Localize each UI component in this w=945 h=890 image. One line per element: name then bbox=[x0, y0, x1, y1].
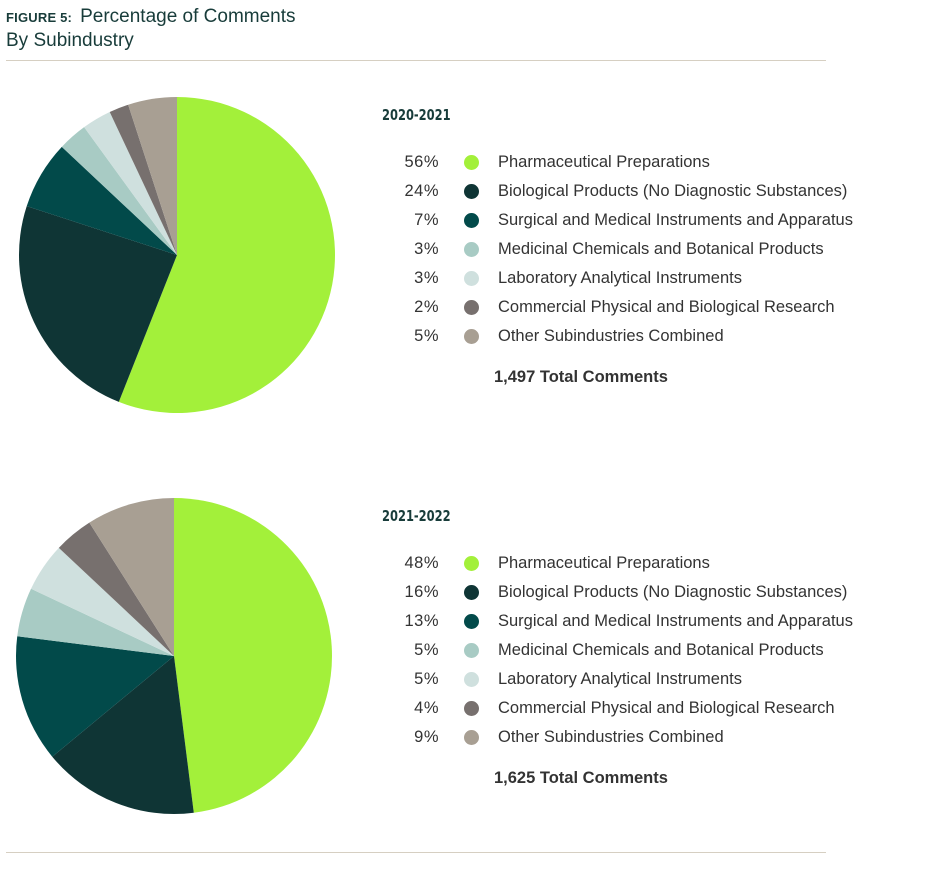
percent-label: 16% bbox=[404, 583, 439, 601]
legend-swatch-icon bbox=[464, 271, 479, 286]
category-label: Medicinal Chemicals and Botanical Produc… bbox=[498, 240, 824, 258]
figure-label: FIGURE 5: bbox=[6, 10, 73, 25]
category-label: Medicinal Chemicals and Botanical Produc… bbox=[498, 641, 824, 659]
legend-item: 5% Medicinal Chemicals and Botanical Prod… bbox=[382, 636, 902, 665]
pie-slice-medicinal-chemicals-and-botanical-products bbox=[61, 127, 178, 255]
pie-slice-commercial-physical-and-biological-research bbox=[109, 104, 177, 256]
top-divider bbox=[6, 60, 826, 61]
category-label: Other Subindustries Combined bbox=[498, 728, 724, 746]
period-title: 2020-2021 bbox=[382, 106, 451, 124]
pie-slice-surgical-and-medical-instruments-and-apparatus bbox=[15, 636, 174, 757]
legend-swatch-icon bbox=[464, 155, 479, 170]
pie-slice-pharmaceutical-preparations bbox=[174, 498, 333, 813]
percent-label: 2% bbox=[414, 298, 439, 316]
legend-swatch-icon bbox=[464, 556, 479, 571]
legend-item: 2% Commercial Physical and Biological Res… bbox=[382, 293, 902, 322]
legend-swatch-icon bbox=[464, 213, 479, 228]
percent-label: 5% bbox=[414, 670, 439, 688]
legend-swatch-icon bbox=[464, 300, 479, 315]
legend-item: 5% Other Subindustries Combined bbox=[382, 322, 902, 351]
total-comments: 1,625 Total Comments bbox=[494, 769, 668, 787]
percent-label: 5% bbox=[414, 641, 439, 659]
category-label: Surgical and Medical Instruments and App… bbox=[498, 211, 853, 229]
pie-slice-biological-products-no-diagnostic-substances- bbox=[52, 656, 194, 814]
category-label: Surgical and Medical Instruments and App… bbox=[498, 612, 853, 630]
legend-item: 3% Medicinal Chemicals and Botanical Prod… bbox=[382, 235, 902, 264]
figure-subtitle: By Subindustry bbox=[6, 30, 134, 51]
pie-slice-commercial-physical-and-biological-research bbox=[58, 522, 175, 656]
period-title: 2021-2022 bbox=[382, 507, 451, 525]
percent-label: 24% bbox=[404, 182, 439, 200]
legend-item: 4% Commercial Physical and Biological Res… bbox=[382, 694, 902, 723]
category-label: Laboratory Analytical Instruments bbox=[498, 670, 742, 688]
bottom-divider bbox=[6, 852, 826, 853]
pie-slice-medicinal-chemicals-and-botanical-products bbox=[17, 588, 174, 656]
pie-slice-surgical-and-medical-instruments-and-apparatus bbox=[26, 146, 178, 255]
category-label: Other Subindustries Combined bbox=[498, 327, 724, 345]
percent-label: 56% bbox=[404, 153, 439, 171]
legend-swatch-icon bbox=[464, 329, 479, 344]
pie-chart-2021-2022 bbox=[15, 498, 333, 814]
percent-label: 13% bbox=[404, 612, 439, 630]
legend-item: 16% Biological Products (No Diagnostic Su… bbox=[382, 578, 902, 607]
legend-swatch-icon bbox=[464, 701, 479, 716]
category-label: Biological Products (No Diagnostic Subst… bbox=[498, 583, 848, 601]
legend-swatch-icon bbox=[464, 184, 479, 199]
legend-2020-2021: 2020-2021 56% Pharmaceutical Preparations 2… bbox=[382, 106, 902, 387]
pie-slice-laboratory-analytical-instruments bbox=[84, 112, 177, 255]
percent-label: 9% bbox=[414, 728, 439, 746]
legend-item: 7% Surgical and Medical Instruments and A… bbox=[382, 206, 902, 235]
figure-title: Percentage of Comments bbox=[80, 6, 296, 27]
pie-slice-laboratory-analytical-instruments bbox=[31, 547, 175, 656]
percent-label: 5% bbox=[414, 327, 439, 345]
pie-slice-other-subindustries-combined bbox=[128, 97, 177, 255]
percent-label: 7% bbox=[414, 211, 439, 229]
legend-swatch-icon bbox=[464, 672, 479, 687]
legend-swatch-icon bbox=[464, 643, 479, 658]
legend-item: 48% Pharmaceutical Preparations bbox=[382, 549, 902, 578]
legend-item: 13% Surgical and Medical Instruments and … bbox=[382, 607, 902, 636]
total-comments: 1,497 Total Comments bbox=[494, 368, 668, 386]
legend-item: 5% Laboratory Analytical Instruments bbox=[382, 665, 902, 694]
legend-swatch-icon bbox=[464, 614, 479, 629]
category-label: Commercial Physical and Biological Resea… bbox=[498, 298, 835, 316]
legend-swatch-icon bbox=[464, 730, 479, 745]
percent-label: 3% bbox=[414, 240, 439, 258]
category-label: Commercial Physical and Biological Resea… bbox=[498, 699, 835, 717]
legend-2021-2022: 2021-2022 48% Pharmaceutical Preparations 1… bbox=[382, 507, 902, 788]
category-label: Biological Products (No Diagnostic Subst… bbox=[498, 182, 848, 200]
category-label: Pharmaceutical Preparations bbox=[498, 554, 710, 572]
pie-slice-biological-products-no-diagnostic-substances- bbox=[19, 206, 177, 402]
percent-label: 3% bbox=[414, 269, 439, 287]
category-label: Pharmaceutical Preparations bbox=[498, 153, 710, 171]
category-label: Laboratory Analytical Instruments bbox=[498, 269, 742, 287]
legend-swatch-icon bbox=[464, 242, 479, 257]
legend-item: 56% Pharmaceutical Preparations bbox=[382, 148, 902, 177]
pie-slice-pharmaceutical-preparations bbox=[118, 97, 335, 413]
percent-label: 48% bbox=[404, 554, 439, 572]
percent-label: 4% bbox=[414, 699, 439, 717]
figure-header: FIGURE 5: Percentage of Comments By Subin… bbox=[6, 6, 296, 52]
pie-slice-other-subindustries-combined bbox=[89, 498, 174, 656]
legend-item: 3% Laboratory Analytical Instruments bbox=[382, 264, 902, 293]
legend-item: 24% Biological Products (No Diagnostic Su… bbox=[382, 177, 902, 206]
legend-item: 9% Other Subindustries Combined bbox=[382, 723, 902, 752]
pie-chart-2020-2021 bbox=[19, 97, 335, 413]
legend-swatch-icon bbox=[464, 585, 479, 600]
